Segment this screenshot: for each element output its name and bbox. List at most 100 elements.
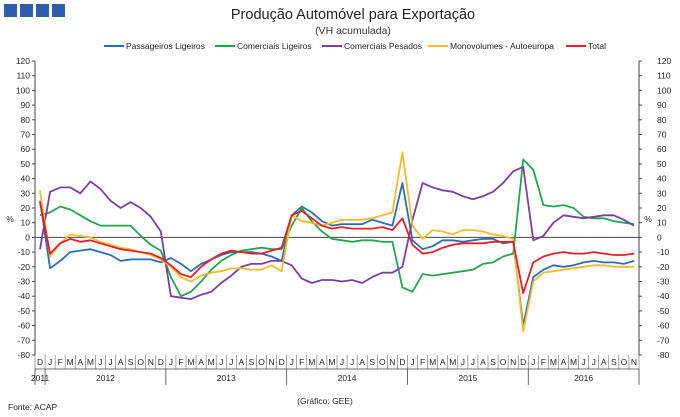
month-tick-label: A: [198, 357, 204, 367]
y-tick-label-left: 0: [25, 232, 30, 242]
chart-credit: (Gráfico: GEE): [297, 396, 353, 406]
y-tick-label-right: 60: [657, 144, 667, 154]
month-tick-label: M: [328, 357, 335, 367]
y-tick-label-left: -10: [18, 247, 31, 257]
y-tick-label-right: -30: [657, 277, 670, 287]
series-line-comerciais-pesados: [39, 165, 635, 301]
month-tick-label: A: [239, 357, 245, 367]
y-tick-label-left: 110: [16, 71, 30, 81]
y-tick-label-left: -40: [18, 291, 31, 301]
y-tick-label-left: 20: [21, 203, 31, 213]
y-tick-label-left: 90: [21, 100, 31, 110]
month-tick-label: S: [249, 357, 255, 367]
month-tick-label: D: [520, 357, 526, 367]
month-tick-label: J: [98, 357, 102, 367]
month-tick-label: M: [67, 357, 74, 367]
year-label: 2014: [338, 373, 357, 383]
y-tick-label-right: 90: [657, 100, 667, 110]
month-tick-label: A: [440, 357, 446, 367]
month-tick-label: J: [48, 357, 52, 367]
month-tick-label: M: [187, 357, 194, 367]
year-label: 2013: [217, 373, 236, 383]
y-tick-label-right: 0: [657, 232, 662, 242]
month-tick-label: F: [541, 357, 546, 367]
month-tick-label: O: [137, 357, 144, 367]
logo-square: [52, 4, 65, 17]
y-tick-label-left: -60: [18, 321, 31, 331]
month-tick-label: O: [258, 357, 265, 367]
month-tick-label: A: [561, 357, 567, 367]
y-tick-label-right: 100: [657, 85, 671, 95]
y-tick-label-left: -70: [18, 335, 31, 345]
logo-square: [4, 4, 17, 17]
month-tick-label: J: [290, 357, 294, 367]
month-tick-label: A: [359, 357, 365, 367]
logo-square: [36, 4, 49, 17]
month-tick-label: M: [449, 357, 456, 367]
y-axis-right-label: %: [644, 214, 652, 224]
month-tick-label: A: [601, 357, 607, 367]
y-tick-label-right: 110: [657, 71, 671, 81]
year-label: 2012: [96, 373, 115, 383]
year-label: 2015: [458, 373, 477, 383]
legend-label: Comerciais Pesados: [344, 41, 422, 51]
series-line-comerciais-ligeiros: [39, 158, 635, 298]
month-tick-label: S: [369, 357, 375, 367]
acap-squares-logo-icon: [4, 4, 65, 17]
month-tick-label: D: [399, 357, 405, 367]
month-tick-label: A: [118, 357, 124, 367]
month-tick-label: J: [340, 357, 344, 367]
y-tick-label-right: 80: [657, 115, 667, 125]
month-tick-label: J: [410, 357, 414, 367]
source-note: Fonte: ACAP: [8, 402, 57, 412]
legend-label: Passageiros Ligeiros: [126, 41, 205, 51]
year-label: 2011: [31, 373, 50, 383]
y-tick-label-right: 70: [657, 130, 667, 140]
y-tick-label-left: -80: [18, 350, 31, 360]
month-tick-label: J: [169, 357, 173, 367]
y-tick-label-left: 80: [21, 115, 31, 125]
y-tick-label-right: 20: [657, 203, 667, 213]
series-line-total: [39, 201, 635, 295]
month-tick-label: J: [471, 357, 475, 367]
month-tick-label: J: [461, 357, 465, 367]
legend-label: Monovolumes - Autoeuropa: [450, 41, 554, 51]
month-tick-label: F: [178, 357, 183, 367]
month-tick-label: M: [550, 357, 557, 367]
month-tick-label: J: [350, 357, 354, 367]
month-tick-label: N: [631, 357, 637, 367]
month-tick-label: S: [128, 357, 134, 367]
y-tick-label-right: -20: [657, 262, 670, 272]
y-tick-label-left: 10: [21, 218, 31, 228]
chart-legend: Passageiros Ligeiros Comerciais Ligeiros C…: [104, 41, 606, 51]
logo-square: [20, 4, 33, 17]
month-tick-label: N: [389, 357, 395, 367]
y-axis-left-label: %: [6, 214, 14, 224]
month-tick-label: M: [429, 357, 436, 367]
y-tick-label-right: -10: [657, 247, 670, 257]
month-tick-label: M: [87, 357, 94, 367]
legend-label: Comerciais Ligeiros: [237, 41, 312, 51]
month-tick-label: F: [58, 357, 63, 367]
month-tick-label: O: [621, 357, 628, 367]
y-tick-label-right: -50: [657, 306, 670, 316]
month-tick-label: F: [420, 357, 425, 367]
month-tick-label: F: [299, 357, 304, 367]
month-tick-label: N: [148, 357, 154, 367]
y-tick-label-left: 60: [21, 144, 31, 154]
month-tick-label: D: [37, 357, 43, 367]
month-tick-label: M: [208, 357, 215, 367]
y-tick-label-right: -70: [657, 335, 670, 345]
month-tick-label: J: [582, 357, 586, 367]
y-tick-label-left: -20: [18, 262, 31, 272]
month-tick-label: A: [319, 357, 325, 367]
year-label: 2016: [574, 373, 593, 383]
month-tick-label: J: [219, 357, 223, 367]
month-tick-label: O: [500, 357, 507, 367]
y-tick-label-left: 120: [16, 56, 30, 66]
y-tick-label-left: 30: [21, 188, 31, 198]
y-tick-label-right: 40: [657, 174, 667, 184]
month-tick-label: A: [77, 357, 83, 367]
chart-title: Produção Automóvel para Exportação: [231, 7, 475, 23]
